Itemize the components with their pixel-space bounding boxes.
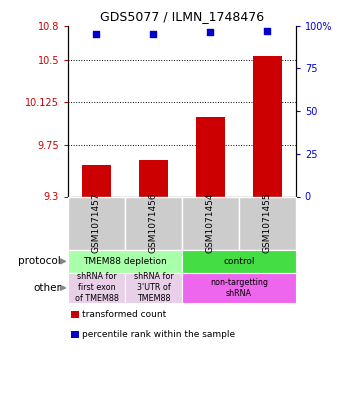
Text: GSM1071455: GSM1071455	[263, 193, 272, 253]
Text: GSM1071457: GSM1071457	[92, 193, 101, 253]
Point	[208, 29, 213, 35]
Point	[151, 31, 156, 37]
Point	[94, 31, 99, 37]
Point	[265, 28, 270, 34]
Bar	[82, 165, 111, 196]
Text: shRNA for
3'UTR of
TMEM88: shRNA for 3'UTR of TMEM88	[134, 272, 173, 303]
Text: percentile rank within the sample: percentile rank within the sample	[82, 330, 235, 338]
Bar	[196, 117, 225, 196]
Text: other: other	[33, 283, 61, 293]
Text: non-targetting
shRNA: non-targetting shRNA	[210, 278, 268, 298]
Text: GSM1071456: GSM1071456	[149, 193, 158, 253]
Text: transformed count: transformed count	[82, 310, 166, 319]
Text: GSM1071454: GSM1071454	[206, 193, 215, 253]
Title: GDS5077 / ILMN_1748476: GDS5077 / ILMN_1748476	[100, 10, 264, 23]
Bar	[139, 160, 168, 196]
Text: protocol: protocol	[18, 256, 61, 266]
Bar	[253, 56, 282, 196]
Text: shRNA for
first exon
of TMEM88: shRNA for first exon of TMEM88	[74, 272, 118, 303]
Text: control: control	[223, 257, 255, 266]
Text: TMEM88 depletion: TMEM88 depletion	[83, 257, 167, 266]
